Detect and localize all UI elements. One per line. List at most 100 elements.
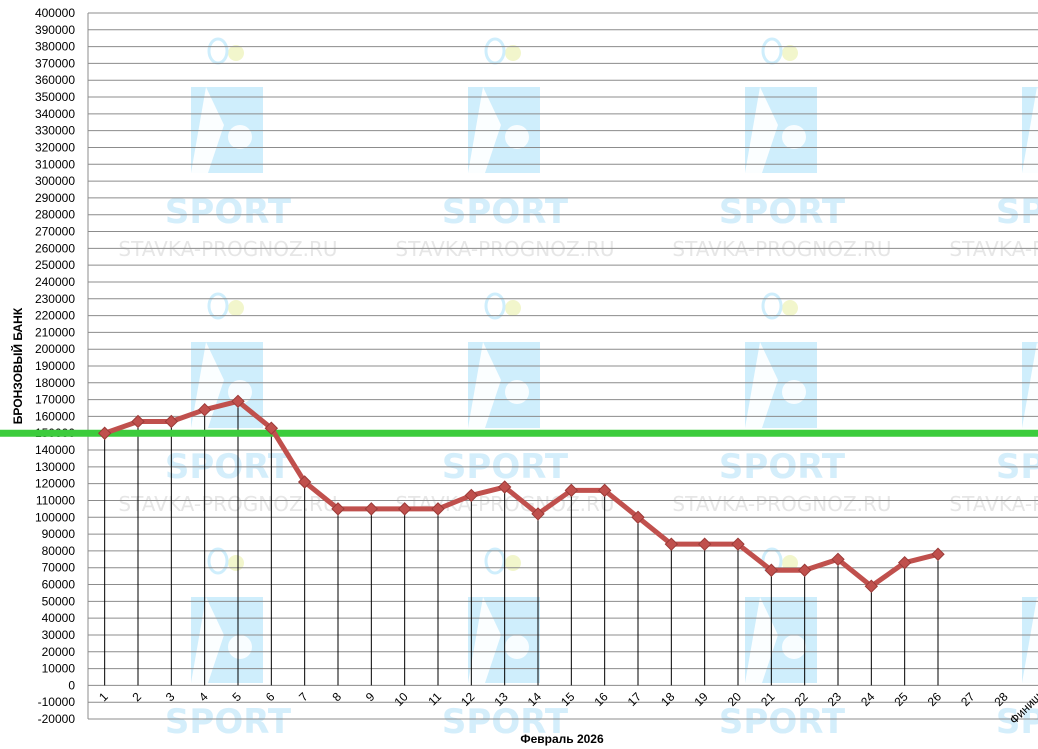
data-point — [397, 502, 412, 516]
data-point — [697, 537, 712, 551]
data-point — [531, 507, 545, 521]
watermark-site-text: STAVKA-PROGNOZ.RU — [672, 747, 891, 749]
tennis-player-icon — [468, 547, 540, 683]
x-tick-label: 26 — [925, 689, 945, 709]
watermark-site-text: STAVKA-PROGNOZ.RU — [395, 237, 614, 261]
watermark-brand-text: SPORT — [165, 192, 292, 232]
y-tick-label: 270000 — [35, 225, 75, 239]
watermark-brand-text: SPORT — [442, 192, 569, 232]
data-point — [764, 563, 779, 577]
y-tick-label: 10000 — [42, 662, 76, 676]
y-tick-label: -10000 — [38, 695, 76, 709]
y-tick-label: 260000 — [35, 241, 75, 255]
y-tick-label: 250000 — [35, 258, 75, 272]
y-tick-label: 140000 — [35, 443, 75, 457]
y-tick-label: 100000 — [35, 510, 75, 524]
watermark-brand-text: SPORT — [442, 702, 569, 742]
watermark-tile: SPORT STAVKA-PROGNOZ.RU — [118, 37, 338, 261]
y-axis-tick-labels: -20000 -10000 0 10000 20000 30000 40000 50000 60… — [35, 6, 75, 726]
y-tick-label: 300000 — [35, 174, 75, 188]
watermark-site-text: STAVKA-PROGNOZ.RU — [118, 747, 337, 749]
x-tick-label: 18 — [658, 689, 678, 709]
x-tick-label: 27 — [958, 689, 978, 709]
data-point — [597, 483, 612, 498]
y-tick-label: 120000 — [35, 477, 75, 491]
data-point — [464, 488, 479, 503]
data-point — [864, 579, 879, 593]
tennis-player-icon — [191, 37, 263, 173]
y-tick-label: 330000 — [35, 124, 75, 138]
y-tick-label: -20000 — [38, 712, 76, 726]
data-point — [931, 547, 945, 561]
y-tick-label: 320000 — [35, 140, 75, 154]
y-tick-label: 90000 — [42, 527, 76, 541]
y-tick-label: 220000 — [35, 309, 75, 323]
y-tick-label: 210000 — [35, 325, 75, 339]
y-tick-label: 200000 — [35, 342, 75, 356]
data-point — [131, 414, 145, 429]
data-point — [164, 414, 179, 429]
y-tick-label: 290000 — [35, 191, 75, 205]
data-point — [797, 563, 812, 577]
tennis-player-icon — [745, 37, 817, 173]
y-tick-label: 360000 — [35, 73, 75, 87]
x-axis-title: Февраль 2026 — [520, 732, 604, 746]
x-tick-label: 19 — [691, 689, 711, 709]
y-tick-label: 30000 — [42, 628, 76, 642]
data-point — [897, 555, 912, 570]
data-point — [831, 552, 845, 567]
tennis-player-icon — [1022, 342, 1038, 428]
x-tick-label: 10 — [391, 689, 411, 709]
data-point — [564, 483, 579, 498]
y-tick-label: 80000 — [42, 544, 76, 558]
tennis-player-icon — [468, 292, 540, 428]
x-tick-label: 17 — [625, 689, 645, 709]
watermark-brand-text: SPORT — [165, 702, 292, 742]
y-tick-label: 180000 — [35, 376, 75, 390]
y-tick-label: 50000 — [42, 594, 76, 608]
watermark-site-text: STAVKA-PROGNOZ.RU — [118, 237, 337, 261]
y-tick-label: 70000 — [42, 561, 76, 575]
y-tick-label: 0 — [68, 678, 75, 692]
tennis-player-icon — [191, 292, 263, 428]
data-point — [231, 394, 245, 409]
watermark-brand-text: SPORT — [996, 702, 1038, 742]
tennis-player-icon — [745, 292, 817, 428]
data-point — [731, 537, 745, 551]
watermark-site-text: STAVKA-PROGNOZ.RU — [949, 492, 1038, 516]
tennis-player-icon — [1022, 597, 1038, 683]
data-point — [631, 510, 645, 524]
data-point — [664, 537, 679, 551]
y-tick-label: 230000 — [35, 292, 75, 306]
watermark-tile: SPORT STAVKA-PROGNOZ.RU — [395, 37, 615, 261]
watermark-brand-text: SPORT — [719, 192, 846, 232]
y-tick-label: 340000 — [35, 107, 75, 121]
y-tick-label: 190000 — [35, 359, 75, 373]
y-tick-label: 310000 — [35, 157, 75, 171]
y-tick-label: 400000 — [35, 6, 75, 20]
y-tick-label: 20000 — [42, 645, 76, 659]
watermark-site-text: STAVKA-PROGNOZ.RU — [949, 747, 1038, 749]
watermark-brand-text: SPORT — [719, 702, 846, 742]
y-tick-label: 350000 — [35, 90, 75, 104]
y-tick-label: 370000 — [35, 56, 75, 70]
y-tick-label: 390000 — [35, 23, 75, 37]
y-tick-label: 130000 — [35, 460, 75, 474]
y-axis-title: БРОНЗОВЫЙ БАНК — [10, 307, 25, 424]
tennis-player-icon — [468, 37, 540, 173]
drop-lines — [104, 401, 939, 686]
y-tick-label: 40000 — [42, 611, 76, 625]
y-tick-label: 170000 — [35, 393, 75, 407]
data-point — [264, 421, 279, 435]
y-tick-label: 60000 — [42, 578, 76, 592]
watermark-site-text: STAVKA-PROGNOZ.RU — [672, 492, 891, 516]
tennis-player-icon — [1022, 87, 1038, 173]
x-tick-label: 16 — [591, 689, 611, 709]
y-tick-label: 280000 — [35, 208, 75, 222]
